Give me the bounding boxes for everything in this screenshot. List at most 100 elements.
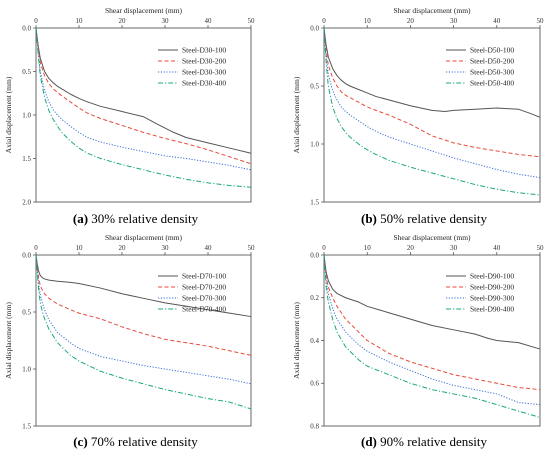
legend-label: Steel-D70-100 — [182, 272, 226, 281]
y-axis-title: Axial displacement (mm) — [4, 76, 13, 153]
panel-caption: (d) 90% relative density — [361, 434, 487, 449]
x-tick-label: 40 — [493, 244, 501, 252]
x-axis-title: Shear displacement (mm) — [393, 6, 471, 15]
series-line-steel-d70-400 — [35, 254, 252, 410]
y-tick-label: 1.5 — [22, 155, 31, 163]
legend: Steel-D70-100 Steel-D70-200 Steel-D70-300 S… — [158, 272, 226, 314]
x-tick-label: 0 — [322, 244, 326, 252]
x-tick-label: 0 — [34, 17, 38, 25]
y-tick-label: 0.4 — [310, 337, 319, 345]
x-tick-label: 20 — [119, 17, 127, 25]
x-axis-title: Shear displacement (mm) — [105, 6, 183, 15]
panel-caption: (c) 70% relative density — [73, 434, 198, 449]
x-tick-label: 40 — [205, 244, 213, 252]
y-tick-label: 0.8 — [310, 422, 319, 430]
x-tick-label: 50 — [248, 244, 256, 252]
legend-label: Steel-D50-400 — [470, 79, 514, 88]
series-line-steel-d70-200 — [35, 254, 252, 356]
series-line-steel-d30-400 — [35, 27, 252, 188]
series-line-steel-d70-100 — [35, 254, 252, 318]
legend-label: Steel-D50-100 — [470, 46, 514, 55]
series-line-steel-d30-300 — [35, 27, 252, 171]
legend-label: Steel-D50-200 — [470, 57, 514, 66]
legend: Steel-D90-100 Steel-D90-200 Steel-D90-300 S… — [446, 272, 514, 314]
x-tick-label: 10 — [364, 17, 372, 25]
x-tick-label: 0 — [322, 17, 326, 25]
x-axis-title: Shear displacement (mm) — [393, 233, 471, 242]
panel-caption-text: 70% relative density — [88, 434, 199, 449]
y-tick-label: 0.5 — [22, 68, 31, 76]
legend: Steel-D30-100 Steel-D30-200 Steel-D30-300 S… — [158, 46, 226, 88]
panel-caption-letter: (d) — [361, 434, 377, 449]
series-line-steel-d90-400 — [323, 254, 541, 418]
legend-label: Steel-D70-200 — [182, 283, 226, 292]
panel-caption-text: 90% relative density — [377, 434, 488, 449]
legend-label: Steel-D50-300 — [470, 68, 514, 77]
y-tick-label: 0.0 — [22, 251, 31, 259]
legend: Steel-D50-100 Steel-D50-200 Steel-D50-300 S… — [446, 46, 514, 88]
series-line-steel-d90-200 — [323, 254, 541, 391]
y-tick-label: 1.5 — [310, 198, 319, 206]
series-line-steel-d90-100 — [323, 254, 541, 350]
panel-caption-letter: (a) — [73, 211, 88, 226]
series-line-steel-d50-100 — [323, 27, 541, 118]
y-axis-title: Axial displacement (mm) — [292, 302, 301, 379]
legend-label: Steel-D30-100 — [182, 46, 226, 55]
chart-panel-d: 0 10 20 30 40 50 0.0 0.2 0.4 0.6 0.8 Shear displace… — [292, 233, 544, 449]
y-tick-label: 0.5 — [310, 82, 319, 90]
legend-label: Steel-D30-400 — [182, 79, 226, 88]
x-tick-label: 10 — [76, 244, 84, 252]
x-tick-label: 50 — [537, 17, 545, 25]
x-tick-label: 30 — [450, 17, 458, 25]
legend-label: Steel-D90-300 — [470, 294, 514, 303]
plot-frame — [323, 254, 541, 427]
x-tick-label: 30 — [162, 17, 170, 25]
y-tick-label: 0.0 — [310, 251, 319, 259]
panel-caption: (b) 50% relative density — [361, 211, 487, 226]
chart-panel-a: 0 10 20 30 40 50 0.0 0.5 1.0 1.5 2.0 Shear displace… — [4, 6, 255, 226]
panel-caption: (a) 30% relative density — [73, 211, 199, 226]
legend-label: Steel-D70-400 — [182, 305, 226, 314]
y-tick-label: 1.0 — [310, 140, 319, 148]
x-tick-label: 50 — [537, 244, 545, 252]
x-tick-label: 20 — [119, 244, 127, 252]
x-tick-label: 40 — [493, 17, 501, 25]
y-tick-label: 0.2 — [310, 294, 319, 302]
x-tick-label: 40 — [205, 17, 213, 25]
x-tick-label: 10 — [76, 17, 84, 25]
y-tick-label: 0.0 — [22, 24, 31, 32]
x-tick-label: 30 — [450, 244, 458, 252]
x-axis-title: Shear displacement (mm) — [105, 233, 183, 242]
y-tick-label: 0.5 — [22, 308, 31, 316]
chart-panel-b: 0 10 20 30 40 50 0.0 0.5 1.0 1.5 Shear displacemen… — [292, 6, 544, 226]
legend-label: Steel-D30-300 — [182, 68, 226, 77]
legend-label: Steel-D90-400 — [470, 305, 514, 314]
series-line-steel-d50-400 — [323, 27, 541, 196]
y-tick-label: 1.5 — [22, 422, 31, 430]
y-axis-title: Axial displacement (mm) — [4, 302, 13, 379]
y-axis-title: Axial displacement (mm) — [292, 76, 301, 153]
panel-caption-letter: (c) — [73, 434, 87, 449]
y-tick-label: 0.6 — [310, 380, 319, 388]
series-line-steel-d30-200 — [35, 27, 252, 165]
x-tick-label: 10 — [364, 244, 372, 252]
x-tick-label: 30 — [162, 244, 170, 252]
x-tick-label: 20 — [407, 244, 415, 252]
panel-caption-text: 50% relative density — [377, 211, 488, 226]
legend-label: Steel-D70-300 — [182, 294, 226, 303]
y-tick-label: 0.0 — [310, 24, 319, 32]
panel-caption-letter: (b) — [361, 211, 377, 226]
y-tick-label: 1.0 — [22, 111, 31, 119]
legend-label: Steel-D90-200 — [470, 283, 514, 292]
y-tick-label: 2.0 — [22, 198, 31, 206]
chart-panel-c: 0 10 20 30 40 50 0.0 0.5 1.0 1.5 Shear displacemen… — [4, 233, 255, 449]
legend-label: Steel-D30-200 — [182, 57, 226, 66]
x-tick-label: 50 — [248, 17, 256, 25]
y-tick-label: 1.0 — [22, 365, 31, 373]
x-tick-label: 0 — [34, 244, 38, 252]
legend-label: Steel-D90-100 — [470, 272, 514, 281]
x-tick-label: 20 — [407, 17, 415, 25]
panel-caption-text: 30% relative density — [88, 211, 199, 226]
plot-frame — [35, 254, 252, 427]
